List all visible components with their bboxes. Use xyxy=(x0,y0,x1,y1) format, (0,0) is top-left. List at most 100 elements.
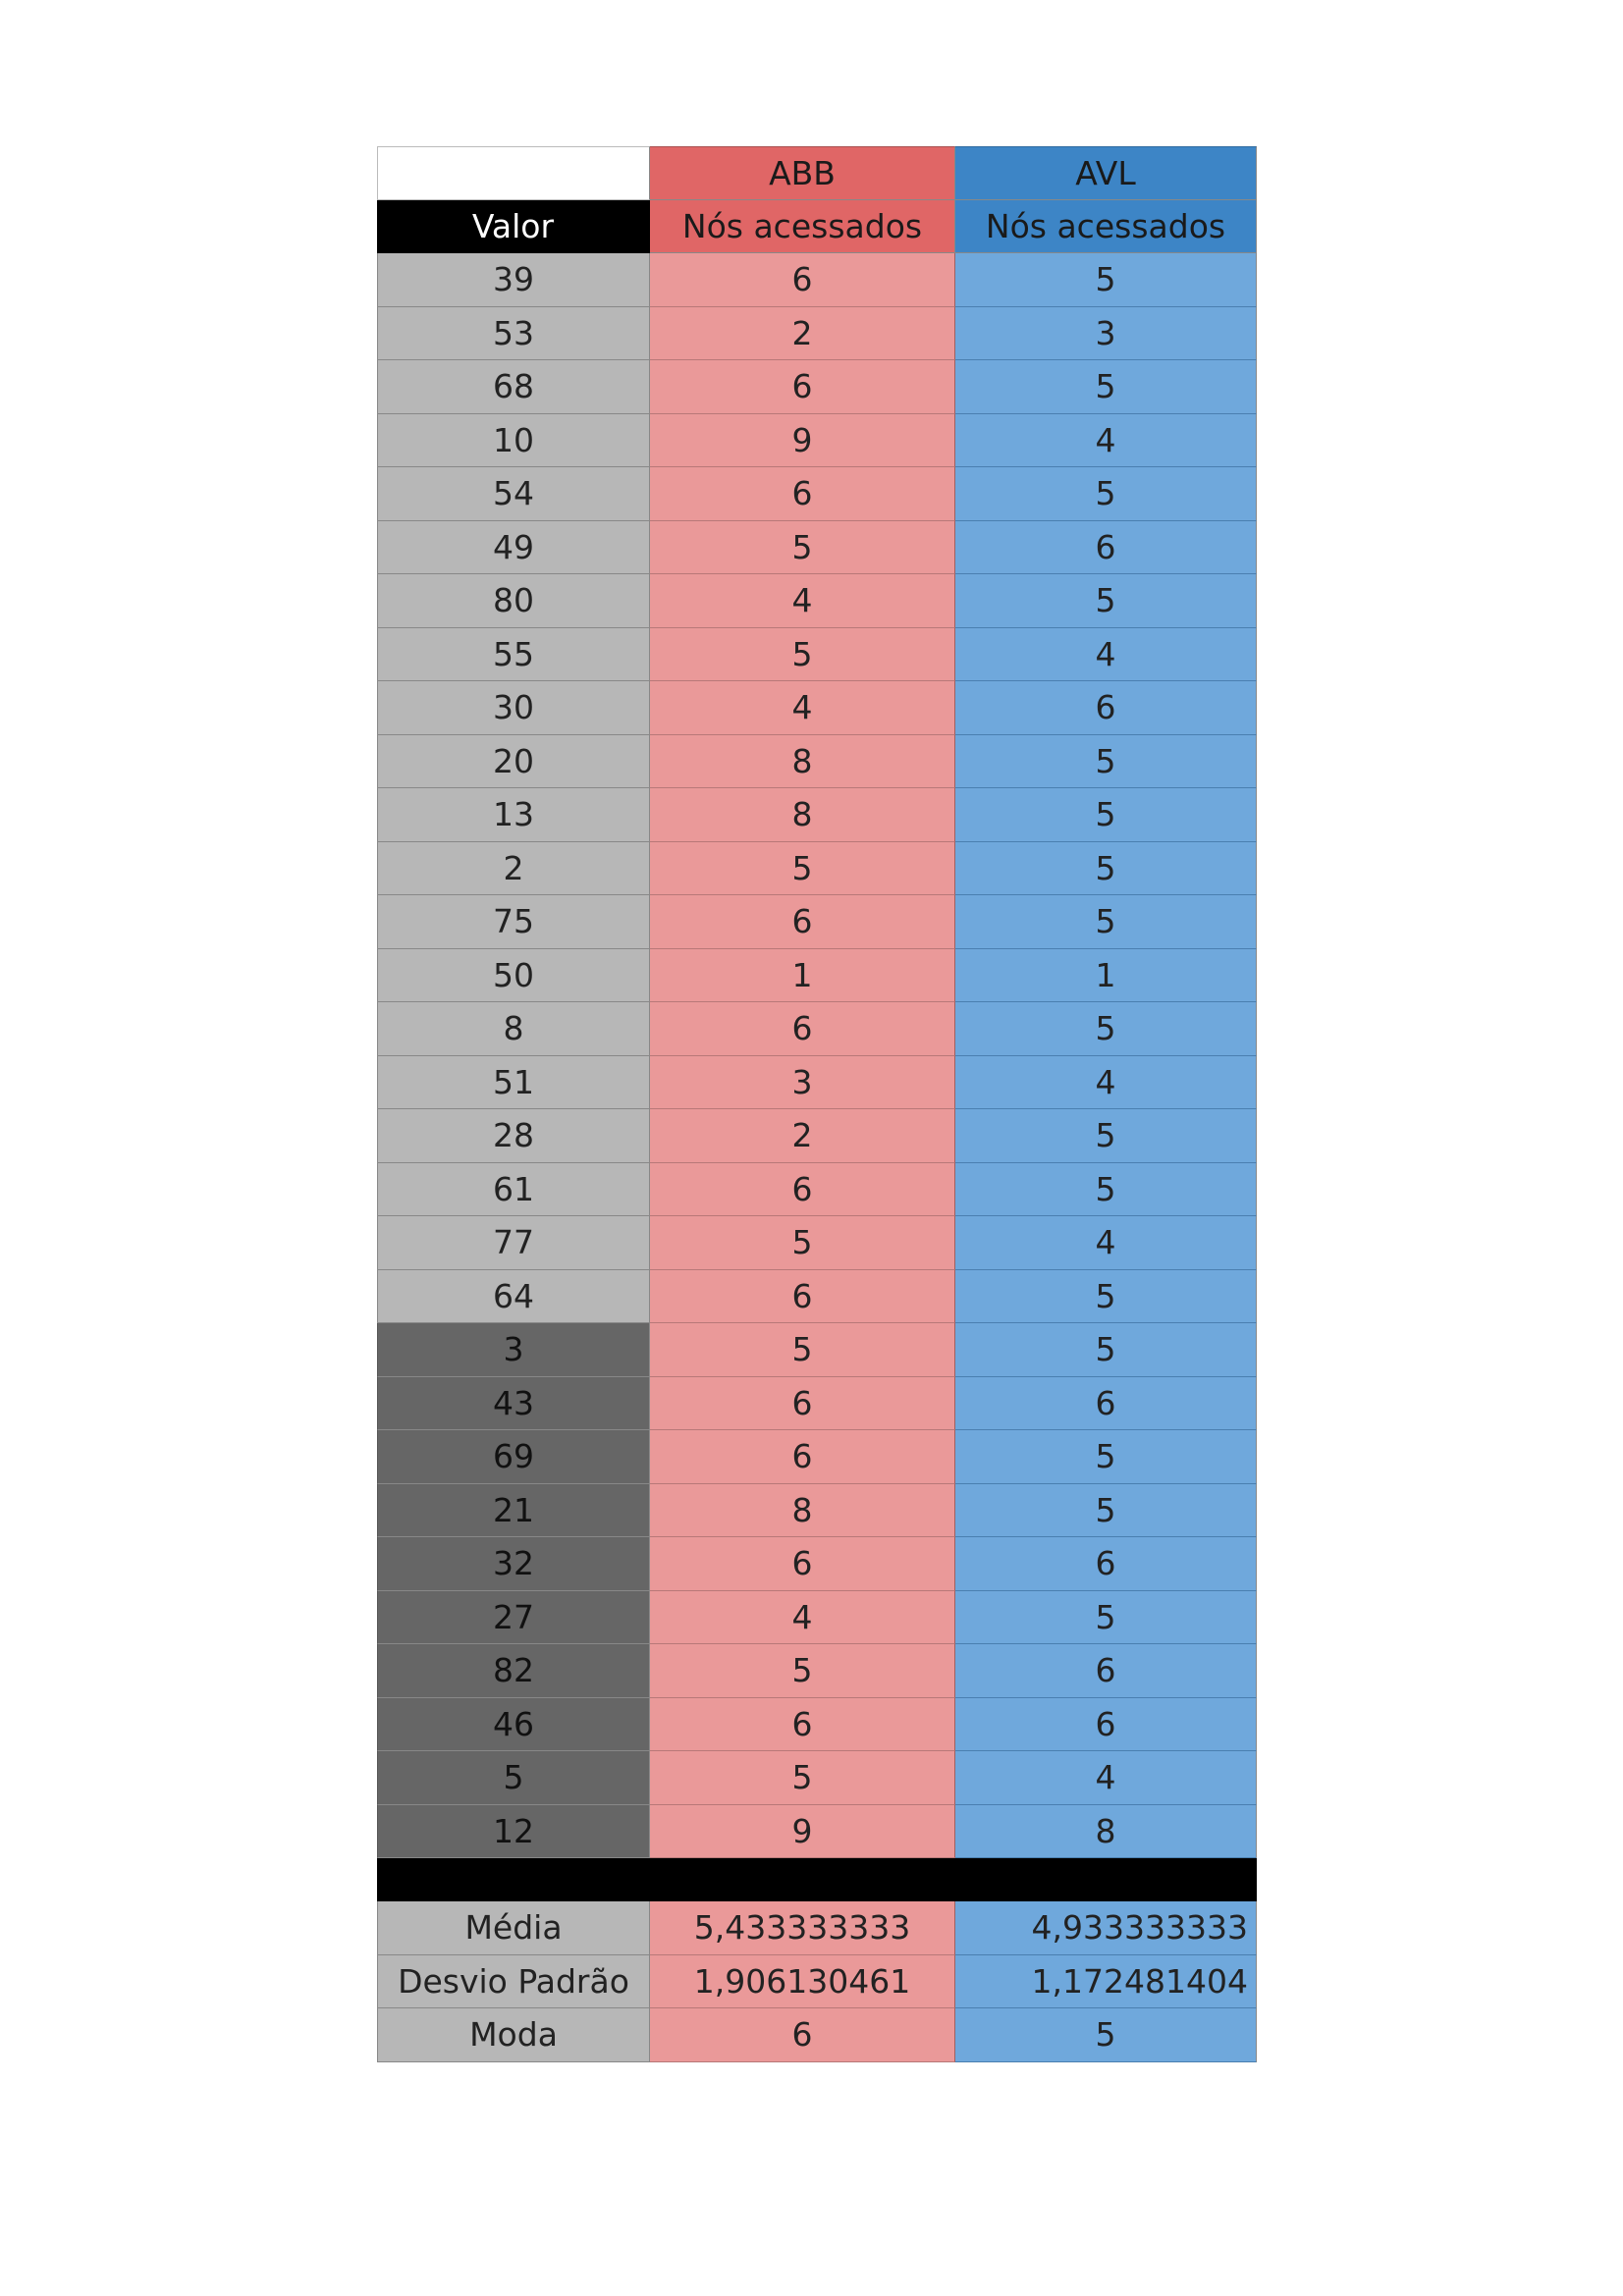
avl-cell[interactable]: 5 xyxy=(955,467,1257,521)
valor-cell[interactable]: 5 xyxy=(377,1751,650,1805)
valor-cell[interactable]: 77 xyxy=(377,1216,650,1270)
abb-cell[interactable]: 8 xyxy=(650,788,955,842)
valor-cell[interactable]: 32 xyxy=(377,1537,650,1591)
abb-cell[interactable]: 5 xyxy=(650,841,955,895)
valor-cell[interactable]: 61 xyxy=(377,1162,650,1216)
abb-cell[interactable]: 6 xyxy=(650,1162,955,1216)
header-valor[interactable]: Valor xyxy=(377,199,650,253)
abb-cell[interactable]: 8 xyxy=(650,1483,955,1537)
abb-cell[interactable]: 8 xyxy=(650,734,955,788)
avl-cell[interactable]: 6 xyxy=(955,681,1257,735)
valor-cell[interactable]: 3 xyxy=(377,1323,650,1377)
abb-cell[interactable]: 6 xyxy=(650,1269,955,1323)
stat-label-cell[interactable]: Moda xyxy=(377,2008,650,2062)
abb-cell[interactable]: 5 xyxy=(650,1216,955,1270)
header-abb[interactable]: ABB xyxy=(650,146,955,200)
abb-cell[interactable]: 6 xyxy=(650,1697,955,1751)
valor-cell[interactable]: 13 xyxy=(377,788,650,842)
abb-cell[interactable]: 1 xyxy=(650,948,955,1002)
valor-cell[interactable]: 55 xyxy=(377,627,650,681)
stat-abb-cell[interactable]: 6 xyxy=(650,2008,955,2062)
avl-cell[interactable]: 5 xyxy=(955,841,1257,895)
valor-cell[interactable]: 53 xyxy=(377,306,650,360)
valor-cell[interactable]: 20 xyxy=(377,734,650,788)
avl-cell[interactable]: 8 xyxy=(955,1804,1257,1858)
avl-cell[interactable]: 5 xyxy=(955,895,1257,949)
avl-cell[interactable]: 5 xyxy=(955,1483,1257,1537)
avl-cell[interactable]: 6 xyxy=(955,520,1257,574)
abb-cell[interactable]: 2 xyxy=(650,306,955,360)
avl-cell[interactable]: 5 xyxy=(955,1269,1257,1323)
abb-cell[interactable]: 4 xyxy=(650,574,955,628)
valor-cell[interactable]: 75 xyxy=(377,895,650,949)
abb-cell[interactable]: 5 xyxy=(650,627,955,681)
stat-abb-cell[interactable]: 5,433333333 xyxy=(650,1901,955,1955)
stat-abb-cell[interactable]: 1,906130461 xyxy=(650,1954,955,2008)
abb-cell[interactable]: 4 xyxy=(650,1590,955,1644)
avl-cell[interactable]: 5 xyxy=(955,1590,1257,1644)
valor-cell[interactable]: 49 xyxy=(377,520,650,574)
valor-cell[interactable]: 69 xyxy=(377,1430,650,1484)
abb-cell[interactable]: 5 xyxy=(650,1323,955,1377)
valor-cell[interactable]: 10 xyxy=(377,413,650,467)
valor-cell[interactable]: 28 xyxy=(377,1109,650,1163)
avl-cell[interactable]: 6 xyxy=(955,1697,1257,1751)
abb-cell[interactable]: 6 xyxy=(650,1537,955,1591)
valor-cell[interactable]: 30 xyxy=(377,681,650,735)
header-abb-nodes[interactable]: Nós acessados xyxy=(650,199,955,253)
avl-cell[interactable]: 5 xyxy=(955,1323,1257,1377)
valor-cell[interactable]: 51 xyxy=(377,1055,650,1109)
valor-cell[interactable]: 54 xyxy=(377,467,650,521)
valor-cell[interactable]: 43 xyxy=(377,1376,650,1430)
abb-cell[interactable]: 9 xyxy=(650,413,955,467)
avl-cell[interactable]: 4 xyxy=(955,413,1257,467)
stat-avl-cell[interactable]: 4,933333333 xyxy=(955,1901,1257,1955)
valor-cell[interactable]: 80 xyxy=(377,574,650,628)
avl-cell[interactable]: 5 xyxy=(955,360,1257,414)
abb-cell[interactable]: 2 xyxy=(650,1109,955,1163)
avl-cell[interactable]: 5 xyxy=(955,1430,1257,1484)
header-avl-nodes[interactable]: Nós acessados xyxy=(955,199,1257,253)
abb-cell[interactable]: 9 xyxy=(650,1804,955,1858)
avl-cell[interactable]: 6 xyxy=(955,1644,1257,1698)
valor-cell[interactable]: 2 xyxy=(377,841,650,895)
header-blank-cell[interactable] xyxy=(377,146,650,200)
valor-cell[interactable]: 27 xyxy=(377,1590,650,1644)
abb-cell[interactable]: 6 xyxy=(650,467,955,521)
avl-cell[interactable]: 3 xyxy=(955,306,1257,360)
valor-cell[interactable]: 21 xyxy=(377,1483,650,1537)
avl-cell[interactable]: 5 xyxy=(955,788,1257,842)
stat-avl-cell[interactable]: 1,172481404 xyxy=(955,1954,1257,2008)
abb-cell[interactable]: 6 xyxy=(650,360,955,414)
avl-cell[interactable]: 5 xyxy=(955,574,1257,628)
avl-cell[interactable]: 5 xyxy=(955,734,1257,788)
avl-cell[interactable]: 6 xyxy=(955,1376,1257,1430)
abb-cell[interactable]: 5 xyxy=(650,520,955,574)
abb-cell[interactable]: 6 xyxy=(650,895,955,949)
header-avl[interactable]: AVL xyxy=(955,146,1257,200)
abb-cell[interactable]: 5 xyxy=(650,1644,955,1698)
avl-cell[interactable]: 5 xyxy=(955,1002,1257,1056)
stat-label-cell[interactable]: Desvio Padrão xyxy=(377,1954,650,2008)
valor-cell[interactable]: 8 xyxy=(377,1002,650,1056)
stat-avl-cell[interactable]: 5 xyxy=(955,2008,1257,2062)
avl-cell[interactable]: 6 xyxy=(955,1537,1257,1591)
abb-cell[interactable]: 6 xyxy=(650,1002,955,1056)
abb-cell[interactable]: 6 xyxy=(650,1430,955,1484)
avl-cell[interactable]: 4 xyxy=(955,627,1257,681)
valor-cell[interactable]: 68 xyxy=(377,360,650,414)
abb-cell[interactable]: 6 xyxy=(650,1376,955,1430)
abb-cell[interactable]: 3 xyxy=(650,1055,955,1109)
avl-cell[interactable]: 5 xyxy=(955,1162,1257,1216)
avl-cell[interactable]: 5 xyxy=(955,1109,1257,1163)
avl-cell[interactable]: 4 xyxy=(955,1216,1257,1270)
abb-cell[interactable]: 4 xyxy=(650,681,955,735)
avl-cell[interactable]: 4 xyxy=(955,1055,1257,1109)
valor-cell[interactable]: 12 xyxy=(377,1804,650,1858)
avl-cell[interactable]: 1 xyxy=(955,948,1257,1002)
abb-cell[interactable]: 5 xyxy=(650,1751,955,1805)
valor-cell[interactable]: 39 xyxy=(377,253,650,307)
valor-cell[interactable]: 64 xyxy=(377,1269,650,1323)
valor-cell[interactable]: 46 xyxy=(377,1697,650,1751)
avl-cell[interactable]: 4 xyxy=(955,1751,1257,1805)
